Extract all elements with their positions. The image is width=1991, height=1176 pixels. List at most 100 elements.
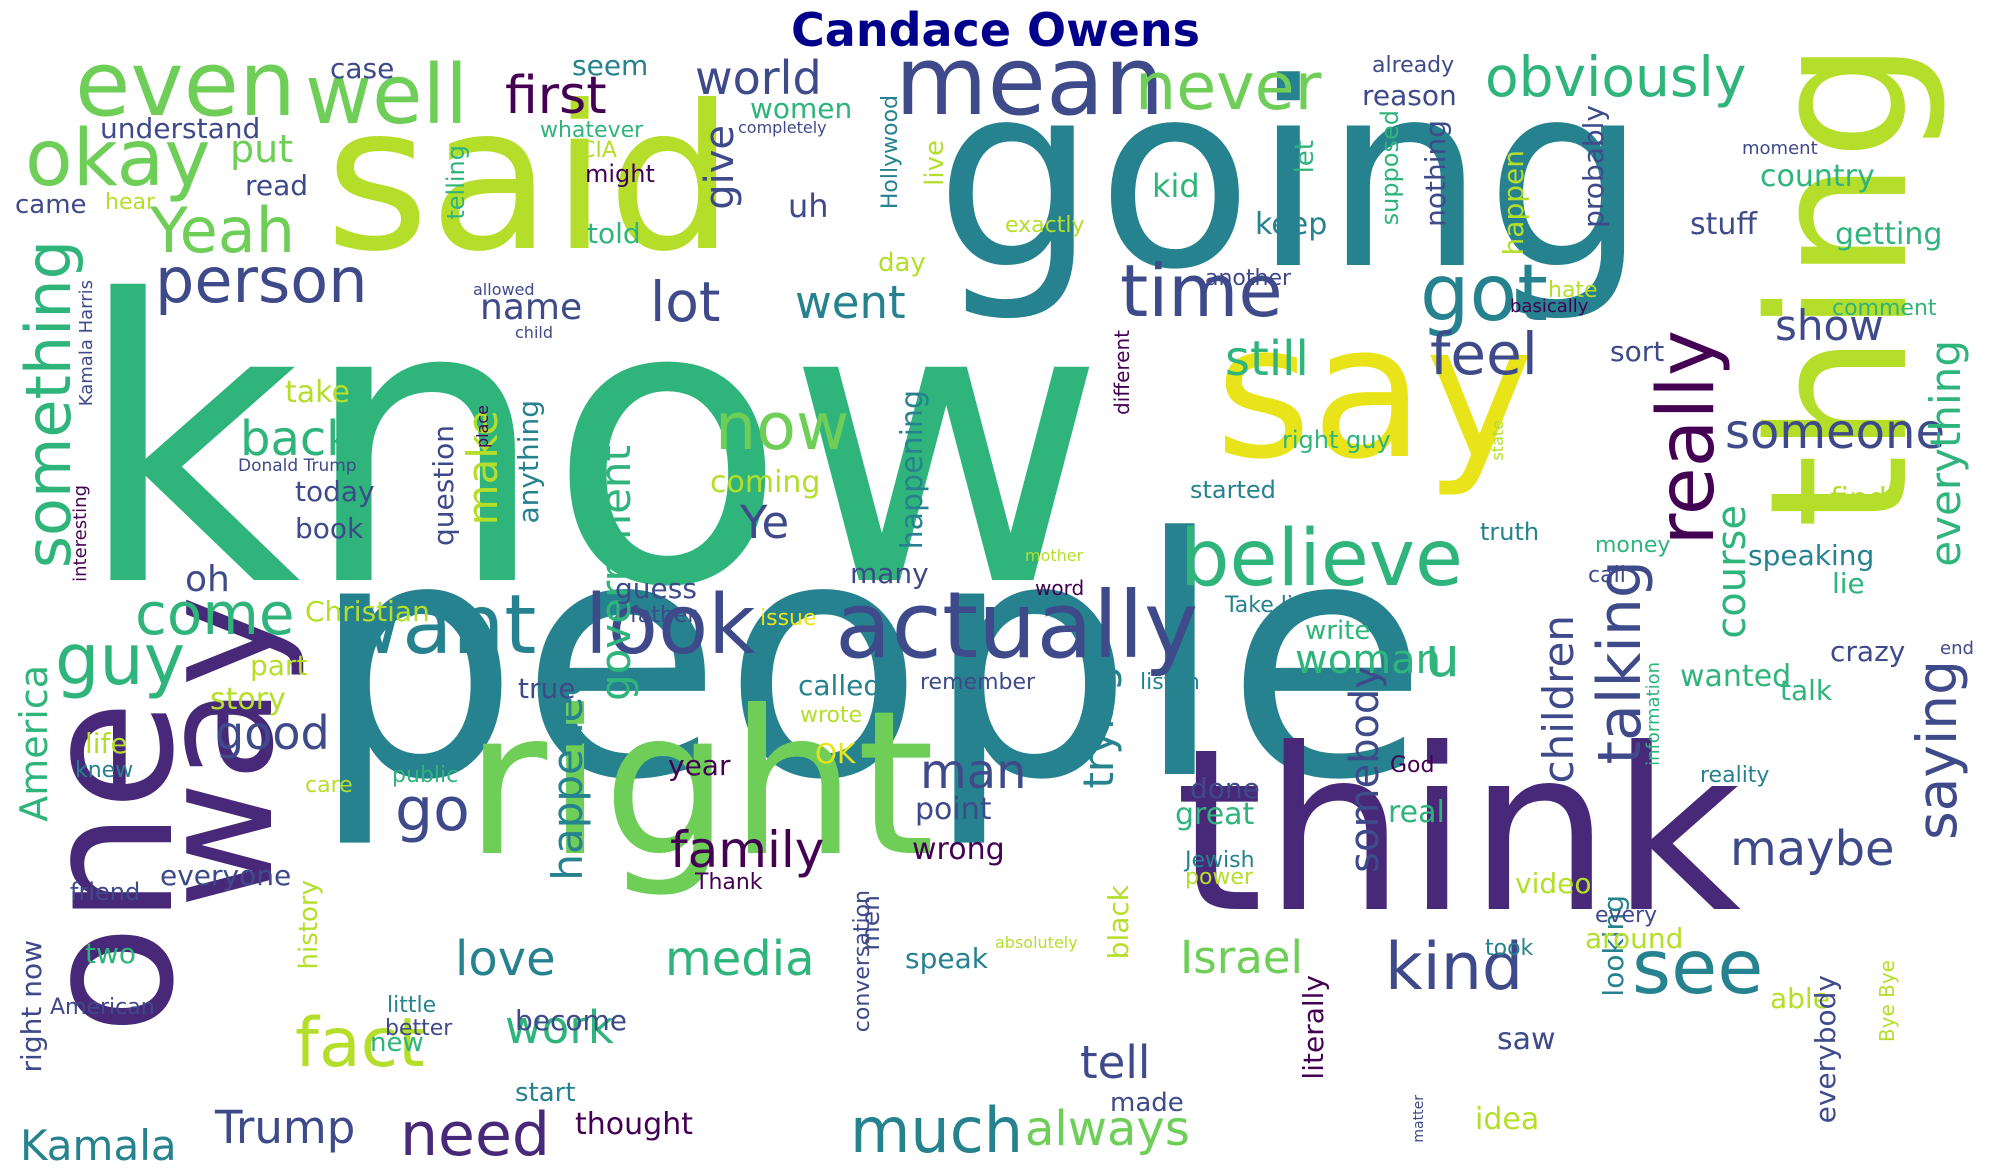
word-every: every xyxy=(1595,903,1658,928)
word-speak: speak xyxy=(905,942,988,975)
word-kind: kind xyxy=(1385,930,1524,1005)
word-israel: Israel xyxy=(1180,931,1303,984)
word-now: now xyxy=(715,390,850,465)
word-say: say xyxy=(1215,284,1535,500)
word-cloud-title: Candace Owens xyxy=(791,3,1200,57)
word-kamala-harris: Kamala Harris xyxy=(76,280,97,407)
word-speaking: speaking xyxy=(1748,539,1875,572)
word-wrong: wrong xyxy=(912,832,1005,867)
word-word: word xyxy=(1035,576,1085,600)
word-might: might xyxy=(585,160,655,188)
word-life: life xyxy=(85,727,128,760)
word-took: took xyxy=(1485,936,1534,961)
word-happen: happen xyxy=(1497,150,1530,256)
word-kid: kid xyxy=(1152,167,1200,205)
word-moment: moment xyxy=(1742,138,1818,159)
word-read: read xyxy=(245,169,309,202)
word-talk: talk xyxy=(1780,674,1833,707)
word-truth: truth xyxy=(1480,518,1540,546)
word-power: power xyxy=(1185,865,1253,890)
word-time: time xyxy=(1120,249,1283,333)
word-lot: lot xyxy=(650,270,721,334)
word-uh: uh xyxy=(788,187,829,225)
word-work: work xyxy=(505,1001,614,1054)
word-need: need xyxy=(400,1100,550,1170)
word-cia: CIA xyxy=(580,138,617,163)
word-never: never xyxy=(1135,50,1322,125)
word-question: question xyxy=(427,425,460,546)
word-love: love xyxy=(455,931,556,987)
word-look: look xyxy=(585,578,756,673)
word-right-guy: right guy xyxy=(1282,426,1391,454)
word-first: first xyxy=(505,66,607,126)
word-somebody: somebody xyxy=(1342,665,1388,873)
word-donald-trump: Donald Trump xyxy=(238,456,357,476)
word-telling: telling xyxy=(442,145,470,220)
word-two: two xyxy=(85,937,137,970)
word-place: place xyxy=(473,405,492,449)
word-think: think xyxy=(1175,701,1742,963)
word-thank: Thank xyxy=(695,870,763,895)
word-want: want xyxy=(335,578,537,673)
word-hollywood: Hollywood xyxy=(878,95,903,210)
word-course: course xyxy=(1709,505,1755,639)
word-many: many xyxy=(850,557,929,590)
word-nothing: nothing xyxy=(1419,120,1452,227)
word-american: American xyxy=(50,995,155,1020)
word-around: around xyxy=(1585,922,1684,955)
word-good: good xyxy=(215,706,330,760)
word-supposed: supposed xyxy=(1376,110,1404,226)
word-sort: sort xyxy=(1610,335,1665,368)
word-thought: thought xyxy=(575,1107,693,1142)
word-part: part xyxy=(250,649,308,682)
word-become: become xyxy=(515,1004,628,1037)
word-understand: understand xyxy=(100,112,261,145)
word-lie: lie xyxy=(1832,567,1865,600)
word-hear: hear xyxy=(105,190,156,215)
word-crazy: crazy xyxy=(1830,635,1906,668)
word-happening: happening xyxy=(895,390,930,550)
word-ye: Ye xyxy=(740,496,790,549)
word-put: put xyxy=(230,127,294,171)
word-end: end xyxy=(1940,638,1974,659)
word-able: able xyxy=(1770,982,1830,1015)
word-care: care xyxy=(305,773,353,798)
word-great: great xyxy=(1175,797,1255,832)
word-real: real xyxy=(1388,795,1445,830)
word-allowed: allowed xyxy=(473,280,535,299)
word-started: started xyxy=(1190,476,1276,504)
word-christian: Christian xyxy=(305,595,430,628)
word-issue: issue xyxy=(760,606,817,631)
word-done: done xyxy=(1190,772,1260,805)
word-state: state xyxy=(1488,420,1507,461)
word-take-listen: Take listen xyxy=(1225,593,1341,618)
word-wrote: wrote xyxy=(800,703,863,728)
word-history: history xyxy=(294,880,324,970)
word-much: much xyxy=(850,1094,1024,1167)
word-public: public xyxy=(392,763,459,788)
word-oh: oh xyxy=(185,559,230,600)
word-coming: coming xyxy=(710,465,821,500)
word-man: man xyxy=(920,744,1027,800)
word-people: people xyxy=(310,468,1429,852)
word-went: went xyxy=(795,276,906,329)
word-conversation: conversation xyxy=(850,890,875,1033)
word-father: father xyxy=(630,603,697,628)
word-ok: OK xyxy=(815,737,856,770)
word-another: another xyxy=(1205,266,1292,291)
word-well: well xyxy=(305,48,469,143)
word-call: call xyxy=(1588,563,1626,588)
word-exactly: exactly xyxy=(1005,213,1085,238)
word-stuff: stuff xyxy=(1690,207,1758,242)
word-saw: saw xyxy=(1497,1022,1556,1057)
word-called: called xyxy=(798,669,882,702)
word-today: today xyxy=(295,475,375,508)
word-probably: probably xyxy=(1577,105,1610,228)
word-believe: believe xyxy=(1180,514,1463,604)
word-yeah: Yeah xyxy=(150,194,296,267)
word-obviously: obviously xyxy=(1485,45,1747,109)
word-women: women xyxy=(750,92,853,125)
word-take: take xyxy=(285,375,350,410)
word-anything: anything xyxy=(512,400,545,524)
word-child: child xyxy=(515,323,553,342)
